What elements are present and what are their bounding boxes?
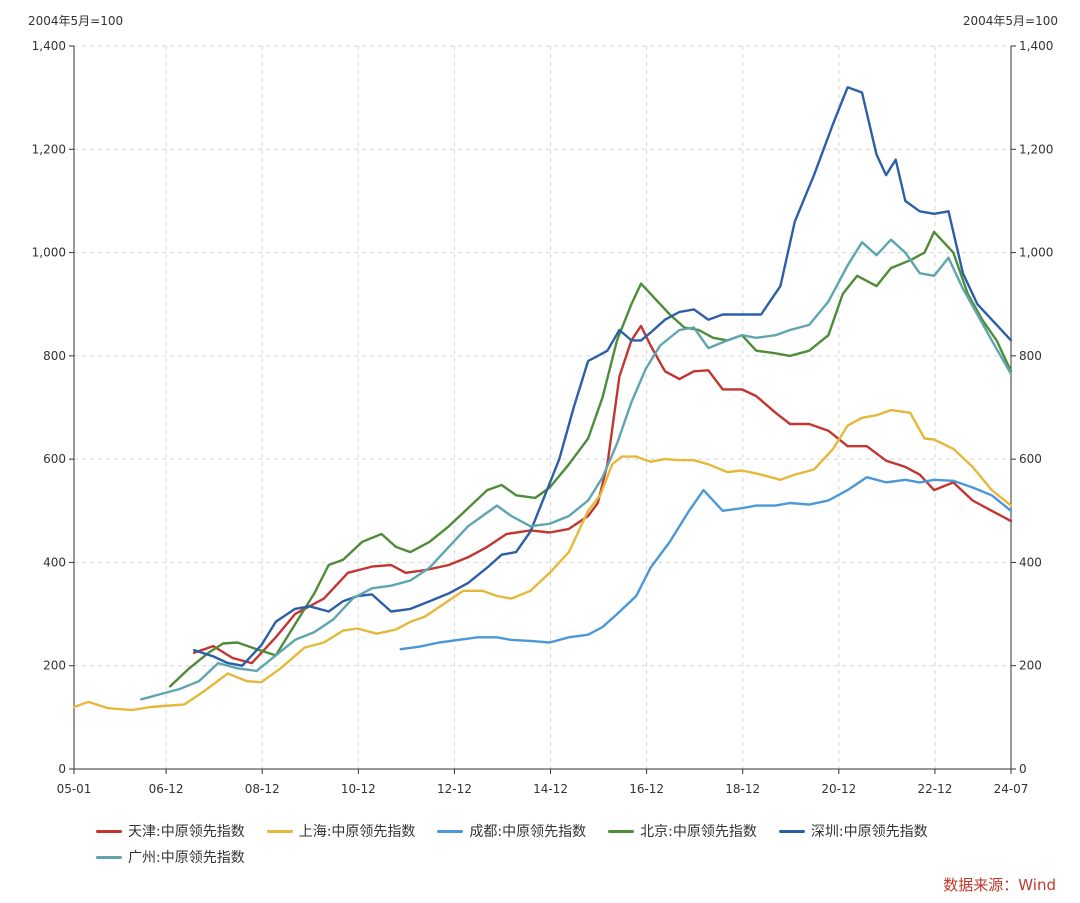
y-tick-label-left: 1,200 xyxy=(32,142,66,156)
y-tick-label-right: 600 xyxy=(1019,452,1042,466)
legend-item-6[interactable]: 广州:中原领先指数 xyxy=(96,844,245,870)
y-tick-label-right: 200 xyxy=(1019,659,1042,673)
y-tick-label-right: 800 xyxy=(1019,349,1042,363)
legend-item-2[interactable]: 上海:中原领先指数 xyxy=(266,818,416,844)
legend-swatch xyxy=(437,829,464,833)
legend-label: 深圳:中原领先指数 xyxy=(810,824,928,840)
legend-label: 天津:中原领先指数 xyxy=(128,824,245,840)
x-tick-label: 05-01 xyxy=(57,782,92,796)
series-line-6 xyxy=(140,238,1013,701)
legend-swatch xyxy=(266,829,293,833)
legend-item-5[interactable]: 深圳:中原领先指数 xyxy=(778,818,928,844)
y-tick-label-right: 1,000 xyxy=(1019,246,1053,260)
chart-legend: 天津:中原领先指数 上海:中原领先指数 成都:中原领先指数 北京:中原领先指数 深圳:中… xyxy=(96,818,1036,870)
legend-swatch xyxy=(608,829,635,833)
series-line-1 xyxy=(192,324,1013,665)
y-tick-label-left: 0 xyxy=(58,762,66,776)
series-line-3 xyxy=(399,476,1013,651)
y-tick-label-right: 400 xyxy=(1019,555,1042,569)
x-tick-label: 12-12 xyxy=(437,782,472,796)
legend-item-3[interactable]: 成都:中原领先指数 xyxy=(437,818,586,844)
x-tick-label: 08-12 xyxy=(245,782,280,796)
y-tick-label-left: 1,000 xyxy=(32,246,66,260)
legend-swatch xyxy=(96,829,122,833)
legend-label: 北京:中原领先指数 xyxy=(640,824,757,840)
legend-label: 成都:中原领先指数 xyxy=(469,824,587,840)
line-chart: 0 0 200 200 400 400 600 600 800 800 1,000 1,000 1,20… xyxy=(32,39,1054,796)
y-tick-label-left: 800 xyxy=(43,349,66,363)
legend-swatch xyxy=(778,829,805,833)
legend-item-4[interactable]: 北京:中原领先指数 xyxy=(608,818,757,844)
legend-label: 广州:中原领先指数 xyxy=(128,850,245,866)
y-tick-label-left: 1,400 xyxy=(32,39,66,53)
y-tick-label-right: 0 xyxy=(1019,762,1027,776)
x-tick-label: 18-12 xyxy=(725,782,760,796)
y-tick-label-left: 600 xyxy=(43,452,66,466)
right-axis-unit-label: 2004年5月=100 xyxy=(962,14,1058,28)
data-source-note: 数据来源：Wind xyxy=(943,876,1056,894)
y-tick-label-right: 1,200 xyxy=(1019,142,1053,156)
y-tick-label-left: 400 xyxy=(43,555,66,569)
series-line-2 xyxy=(72,408,1013,712)
x-tick-label: 22-12 xyxy=(917,782,952,796)
series-line-5 xyxy=(192,86,1013,667)
x-tick-label: 06-12 xyxy=(149,782,184,796)
series-line-4 xyxy=(168,230,1013,688)
legend-item-1[interactable]: 天津:中原领先指数 xyxy=(96,818,245,844)
x-tick-label: 10-12 xyxy=(341,782,376,796)
y-tick-label-right: 1,400 xyxy=(1019,39,1053,53)
x-tick-label: 24-07 xyxy=(994,782,1029,796)
left-axis-unit-label: 2004年5月=100 xyxy=(28,14,124,28)
y-tick-label-left: 200 xyxy=(43,659,66,673)
x-tick-label: 14-12 xyxy=(533,782,568,796)
x-tick-label: 20-12 xyxy=(821,782,856,796)
legend-swatch xyxy=(96,855,122,859)
x-tick-label: 16-12 xyxy=(629,782,664,796)
legend-label: 上海:中原领先指数 xyxy=(298,824,416,840)
